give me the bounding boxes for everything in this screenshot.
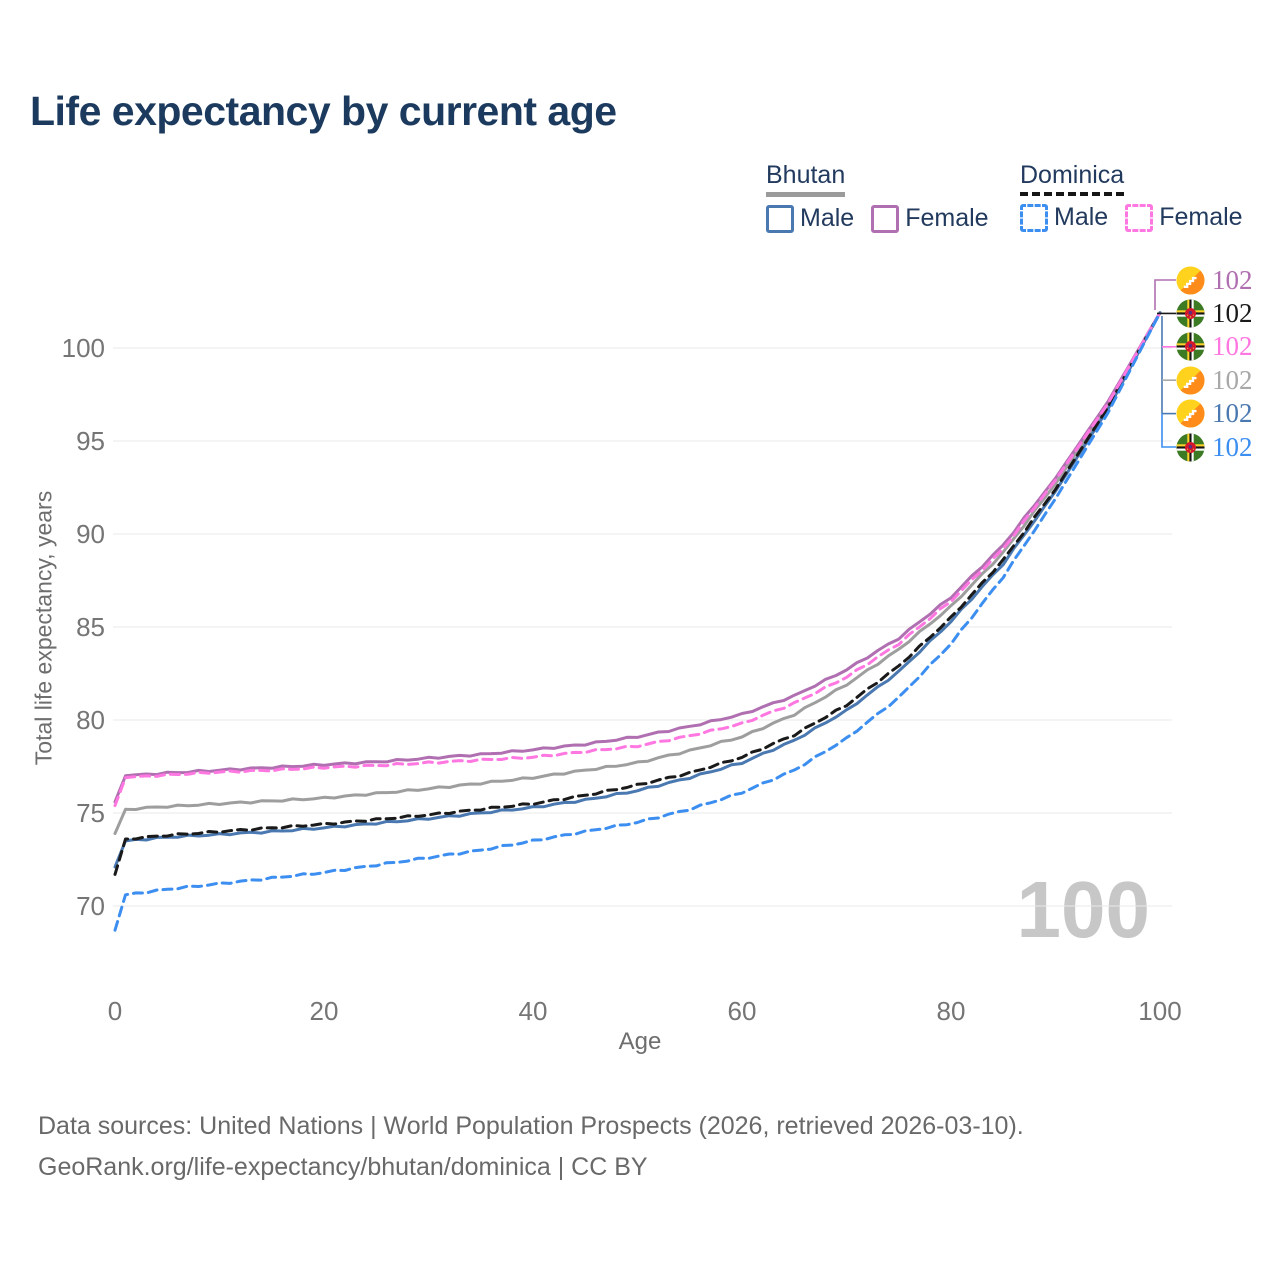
legend-label-bhutan-male[interactable]: Male xyxy=(800,204,855,232)
end-label-dominica-female[interactable]: 102 xyxy=(1176,330,1253,363)
legend-label-dominica-female[interactable]: Female xyxy=(1159,203,1243,231)
end-label-leader xyxy=(1161,413,1176,448)
legend-label-dominica-male[interactable]: Male xyxy=(1054,203,1109,231)
page-title: Life expectancy by current age xyxy=(30,88,617,134)
footer-line-1: Data sources: United Nations | World Pop… xyxy=(38,1112,1024,1140)
legend-row-bhutan: Male Female xyxy=(766,204,1006,233)
x-tick-label: 100 xyxy=(1138,996,1181,1026)
dominica-flag-icon xyxy=(1176,432,1205,462)
y-tick-label: 100 xyxy=(62,333,105,363)
legend-label-bhutan-female[interactable]: Female xyxy=(905,204,989,232)
bhutan-flag-icon xyxy=(1176,366,1205,395)
series-line-dominica-female xyxy=(113,311,1162,808)
bhutan-flag-icon xyxy=(1176,265,1205,295)
dominica-flag-icon xyxy=(1176,332,1205,361)
series-line-bhutan-female xyxy=(113,311,1162,804)
end-label-leader xyxy=(1154,279,1176,310)
x-tick-label: 80 xyxy=(937,996,966,1026)
x-axis-title: Age xyxy=(618,1028,662,1055)
y-tick-label: 95 xyxy=(76,426,105,456)
series-line-dominica-male xyxy=(113,311,1162,932)
legend-row-dominica: Male Female xyxy=(1020,203,1260,232)
series-line-bhutan xyxy=(113,311,1162,835)
end-label-bhutan-female[interactable]: 102 xyxy=(1176,264,1253,297)
y-axis-title: Total life expectancy, years xyxy=(30,490,57,766)
legend-country-bhutan[interactable]: Bhutan xyxy=(766,161,846,197)
end-label-value: 102 xyxy=(1212,398,1253,429)
footer-line-2: GeoRank.org/life-expectancy/bhutan/domin… xyxy=(38,1153,648,1181)
x-tick-label: 60 xyxy=(728,996,757,1026)
x-tick-label: 20 xyxy=(310,996,339,1026)
series-line-dominica xyxy=(113,311,1162,876)
series-line-bhutan-male xyxy=(113,311,1162,869)
y-tick-label: 75 xyxy=(76,798,105,828)
x-tick-label: 0 xyxy=(108,996,122,1026)
legend-swatch-bhutan-female[interactable] xyxy=(871,204,900,233)
legend-swatch-dominica-female[interactable] xyxy=(1125,203,1154,232)
end-label-value: 102 xyxy=(1212,431,1253,462)
end-label-dominica[interactable]: 102 xyxy=(1176,297,1253,330)
end-label-value: 102 xyxy=(1212,297,1253,328)
legend-group-dominica: Dominica Male Female xyxy=(1020,161,1260,232)
end-label-value: 102 xyxy=(1212,364,1253,395)
age-counter-watermark: 100 xyxy=(1016,865,1150,954)
legend-group-bhutan: Bhutan Male Female xyxy=(766,161,1006,233)
legend-country-dominica[interactable]: Dominica xyxy=(1020,161,1125,196)
legend-swatch-bhutan-male[interactable] xyxy=(766,204,794,233)
end-label-value: 102 xyxy=(1212,331,1253,362)
legend-swatch-dominica-male[interactable] xyxy=(1020,203,1048,232)
end-label-bhutan[interactable]: 102 xyxy=(1176,364,1253,397)
end-label-value: 102 xyxy=(1212,264,1253,295)
y-tick-label: 80 xyxy=(76,705,105,735)
dominica-flag-icon xyxy=(1176,299,1205,328)
x-tick-label: 40 xyxy=(519,996,548,1026)
footer: Data sources: United Nations | World Pop… xyxy=(38,1106,1024,1188)
end-label-dominica-male[interactable]: 102 xyxy=(1176,431,1253,464)
bhutan-flag-icon xyxy=(1176,399,1205,428)
y-tick-label: 85 xyxy=(76,612,105,642)
end-label-bhutan-male[interactable]: 102 xyxy=(1176,397,1253,430)
y-tick-label: 90 xyxy=(76,519,105,549)
y-tick-label: 70 xyxy=(76,891,105,921)
